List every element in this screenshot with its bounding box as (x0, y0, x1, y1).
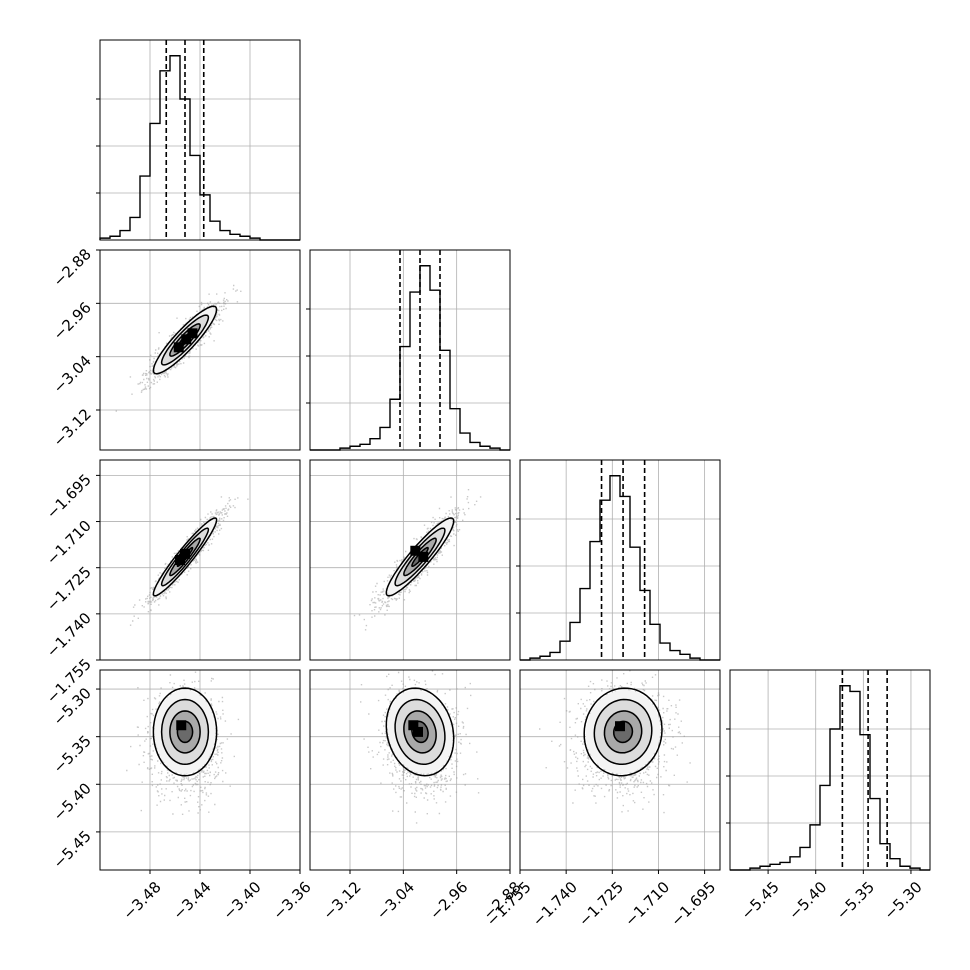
x-tick-label: −1.740 (529, 878, 581, 930)
contour-line-0 (385, 517, 455, 597)
histogram-steps-0 (99, 55, 300, 241)
contour-line-1 (160, 698, 210, 766)
scatter-panel-1-2 (309, 459, 511, 661)
panel-frame (99, 39, 301, 241)
y-tick-label: −1.710 (43, 517, 95, 569)
x-tick-label: −3.40 (220, 878, 265, 923)
panel-content (126, 671, 240, 815)
y-tick-label: −3.12 (50, 405, 95, 450)
x-tick-label: −3.12 (320, 878, 365, 923)
contour-line-3 (176, 331, 194, 349)
x-tick-label: −5.40 (785, 878, 830, 923)
scatter-panel-2-3 (519, 669, 721, 871)
x-tick-label: −5.45 (738, 878, 783, 923)
y-tick-label: −2.96 (50, 298, 95, 343)
panel-frame (309, 459, 511, 661)
panel-content (539, 670, 691, 814)
panel-frame (99, 459, 301, 661)
x-tick-label: −1.695 (667, 878, 719, 930)
histogram-panel-2 (516, 459, 721, 661)
contour-line-1 (593, 698, 653, 766)
density-peak-1 (181, 334, 192, 345)
contour-line-1 (160, 527, 210, 587)
contour-line-1 (160, 314, 210, 366)
panel-content (360, 670, 480, 824)
panel-content (129, 496, 249, 626)
y-tick-label: −5.40 (50, 779, 95, 824)
contour-line-2 (169, 323, 201, 357)
contour-line-0 (385, 687, 455, 777)
panel-frame (309, 249, 511, 451)
contour-line-2 (169, 710, 201, 754)
contour-line-0 (152, 305, 218, 375)
panel-frame (519, 459, 721, 661)
contour-line-2 (403, 710, 437, 754)
x-tick-label: −5.35 (833, 878, 878, 923)
y-tick-label: −1.740 (43, 609, 95, 661)
contour-line-1 (394, 527, 446, 587)
density-peak-0 (615, 721, 625, 732)
contour-line-0 (152, 517, 218, 597)
y-tick-label: −5.35 (50, 732, 95, 777)
x-tick-label: −1.725 (575, 878, 627, 930)
histogram-steps-3 (730, 685, 930, 871)
y-tick-label: −3.04 (50, 352, 95, 397)
panel-frame (729, 669, 931, 871)
x-tick-label: −3.36 (270, 878, 315, 923)
histogram-panel-3 (726, 669, 931, 871)
x-tick-label: −5.30 (880, 878, 925, 923)
contour-line-3 (613, 720, 634, 744)
histogram-panel-1 (306, 249, 511, 451)
histogram-steps-2 (520, 475, 720, 661)
contour-line-3 (176, 720, 194, 744)
x-tick-label: −3.04 (373, 878, 418, 923)
scatter-panel-0-2 (99, 459, 301, 661)
contour-line-2 (169, 537, 201, 577)
histogram-panel-0 (96, 39, 301, 241)
y-tick-label: −1.695 (43, 470, 95, 522)
panel-content (115, 284, 242, 412)
density-peak-0 (176, 720, 187, 731)
y-tick-label: −2.88 (50, 245, 95, 290)
contour-line-0 (152, 687, 218, 777)
x-tick-label: −3.44 (170, 878, 215, 923)
scatter-panel-0-1 (99, 249, 301, 451)
contour-line-2 (603, 710, 643, 754)
panel-frame (519, 669, 721, 871)
density-peak-1 (413, 726, 423, 737)
panel-frame (99, 249, 301, 451)
contour-line-1 (394, 698, 446, 766)
panel-frame (309, 669, 511, 871)
contour-line-3 (411, 546, 429, 567)
panel-content (353, 489, 482, 631)
x-tick-label: −3.48 (120, 878, 165, 923)
x-tick-label: −1.710 (621, 878, 673, 930)
contour-line-3 (176, 546, 194, 567)
contour-line-0 (583, 687, 663, 777)
scatter-panel-0-3 (99, 669, 301, 871)
x-tick-label: −2.96 (426, 878, 471, 923)
histogram-steps-1 (310, 265, 510, 451)
contour-line-2 (403, 537, 437, 577)
y-tick-label: −5.45 (50, 827, 95, 872)
scatter-panel-1-3 (309, 669, 511, 871)
contour-line-3 (411, 720, 429, 744)
y-tick-label: −1.725 (43, 563, 95, 615)
